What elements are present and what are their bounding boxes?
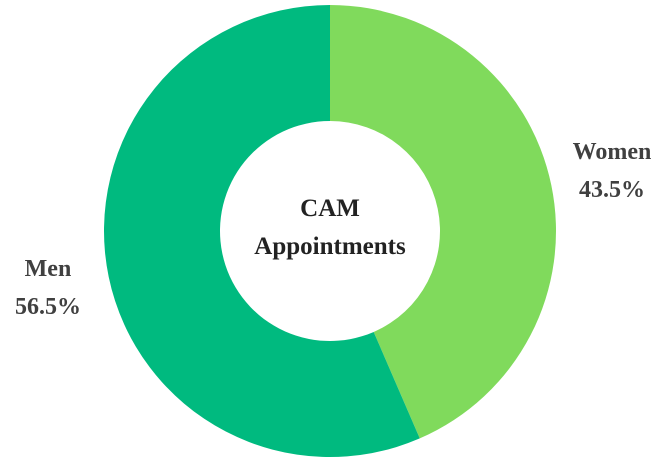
donut-slice (103, 5, 420, 458)
chart-title: CAM Appointments (254, 195, 406, 260)
donut-slice (330, 5, 556, 439)
value-label: 56.5% (15, 294, 81, 320)
slice-label: Men (25, 256, 72, 282)
value-label: 43.5% (579, 177, 645, 203)
slice-label: Women (573, 139, 652, 165)
